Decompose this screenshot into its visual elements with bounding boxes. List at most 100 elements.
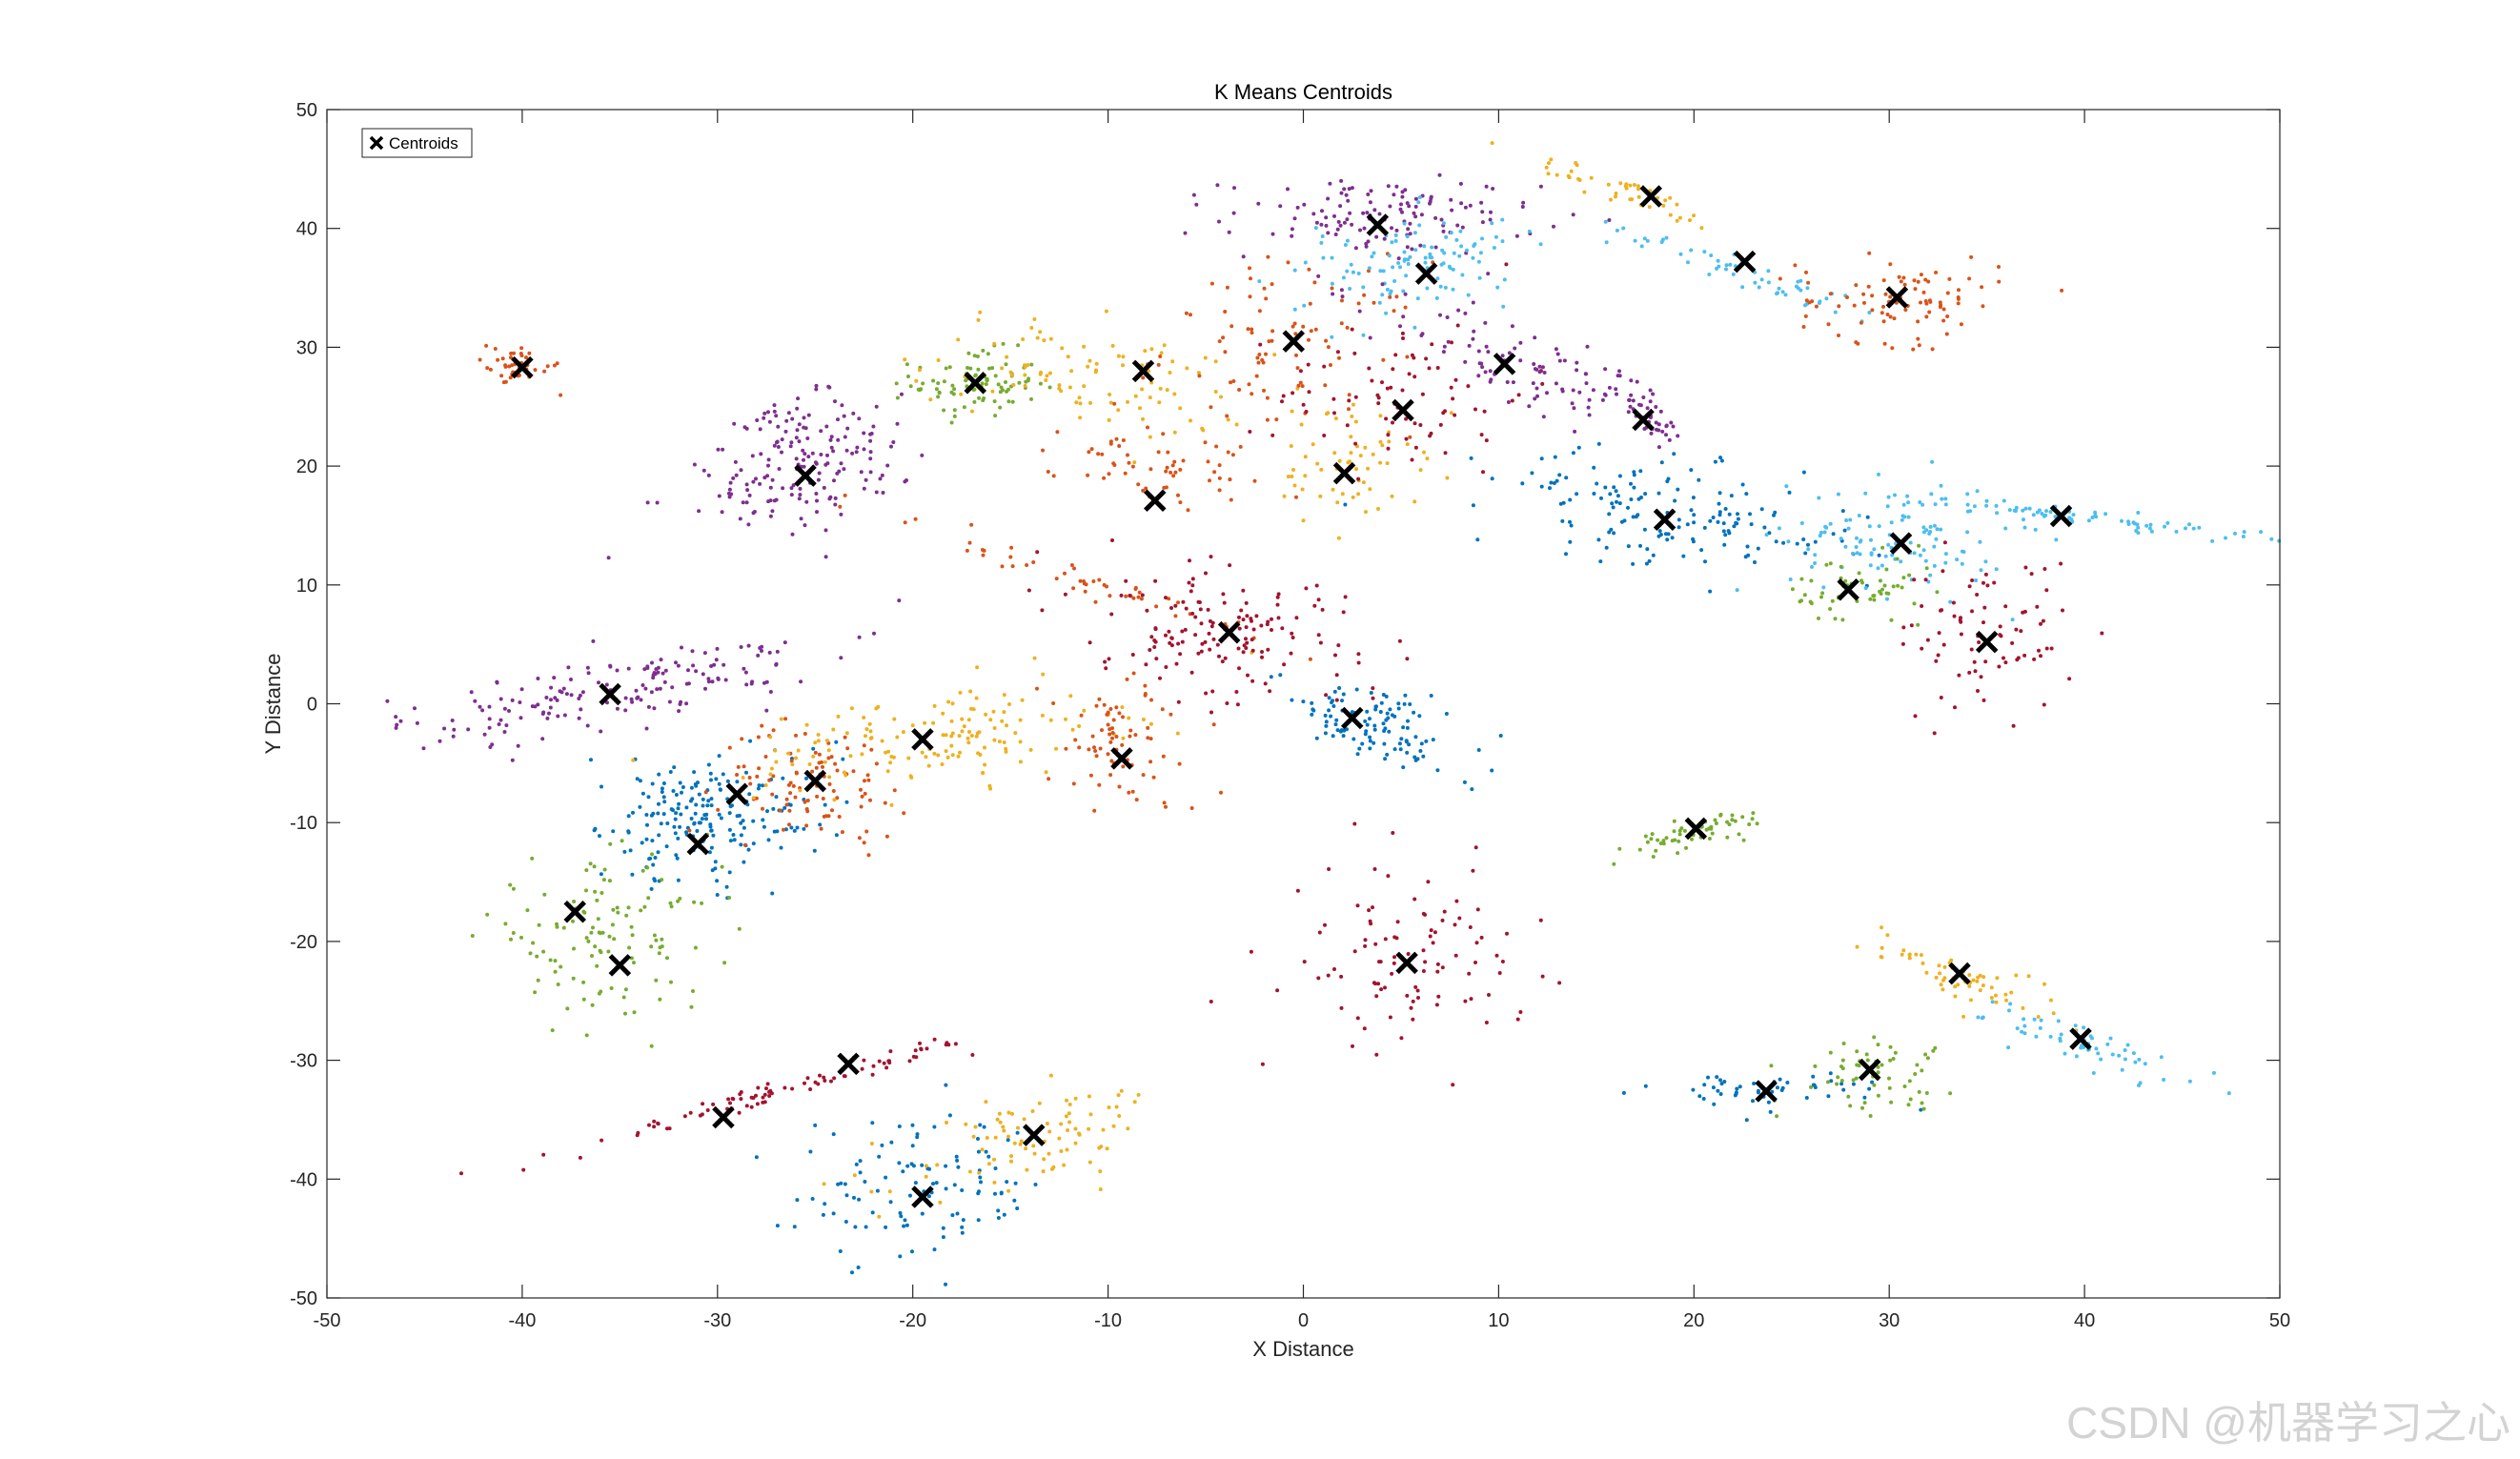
data-point [1004,380,1007,384]
data-point [1009,1159,1013,1164]
data-point [2019,629,2023,634]
data-point [1209,281,1214,286]
data-point [1876,566,1880,571]
data-point [1392,747,1397,752]
x-tick-label: 0 [1298,1310,1309,1331]
data-point [1399,737,1404,741]
data-point [1313,226,1318,231]
data-point [1227,230,1231,234]
data-point [552,363,557,368]
data-point [843,735,847,740]
data-point [2159,1055,2164,1060]
data-point [1180,639,1185,644]
data-point [1070,727,1075,732]
data-point [1872,1035,1877,1040]
data-point [1553,455,1557,459]
data-point [826,756,831,760]
data-point [1356,660,1361,665]
data-point [805,436,810,440]
data-point [676,806,681,811]
data-point [871,424,876,429]
data-point [1262,286,1267,291]
data-point [794,436,799,440]
data-point [1836,1075,1840,1080]
data-point [1356,301,1361,306]
data-point [2090,516,2095,519]
data-point [884,1225,888,1229]
data-point [2027,506,2032,511]
data-point [1736,512,1739,517]
data-point [976,1218,981,1223]
data-point [1033,1183,1038,1186]
data-point [1077,395,1082,400]
data-point [1751,811,1756,816]
data-point [1295,888,1300,893]
data-point [1648,399,1653,404]
data-point [1518,1010,1523,1014]
data-point [693,945,698,950]
data-point [854,1162,859,1166]
data-point [1444,234,1449,239]
data-point [1254,374,1259,378]
data-point [586,939,591,943]
data-point [719,816,723,821]
data-point [1984,498,1989,503]
data-point [1711,1085,1716,1090]
data-point [584,1033,589,1038]
data-point [1045,374,1049,378]
data-point [669,980,673,984]
data-point [1308,657,1312,661]
data-point [590,954,594,958]
data-point [1412,325,1417,330]
data-point [1809,1084,1813,1089]
data-point [1651,392,1656,396]
data-point [842,770,846,775]
data-point [1316,274,1321,278]
data-point [1603,485,1608,490]
data-point [1642,236,1647,241]
data-point [819,429,823,434]
data-point [1828,292,1833,296]
data-point [1345,238,1350,243]
data-point [1658,841,1663,845]
data-point [694,802,699,807]
data-point [986,352,990,356]
data-point [804,499,809,504]
data-point [1144,486,1148,491]
data-point [684,701,689,706]
data-point [1764,533,1769,537]
data-point [691,989,695,993]
data-point [2022,517,2025,522]
data-point [1833,310,1838,314]
data-point [1872,1083,1877,1087]
data-point [1368,200,1372,205]
data-point [823,555,828,559]
data-point [1458,181,1463,186]
data-point [1948,599,1953,604]
data-point [1044,378,1048,382]
data-point [1913,287,1918,292]
data-point [1298,369,1303,374]
data-point [1105,1146,1109,1151]
data-point [1961,1014,1966,1019]
data-point [1971,978,1976,983]
data-point [1356,272,1361,275]
data-point [751,841,756,846]
data-point [1223,350,1228,355]
data-point [1315,461,1320,466]
data-point [1777,526,1781,531]
data-point [1107,657,1111,661]
data-point [1572,406,1576,411]
data-point [2090,1036,2094,1041]
data-point [1604,545,1609,550]
data-point [1016,343,1021,348]
data-point [808,1087,813,1091]
data-point [844,800,849,804]
data-point [1554,381,1558,386]
data-point [2022,1023,2027,1028]
data-point [1732,524,1737,529]
data-point [1023,363,1026,368]
data-point [1476,748,1481,752]
data-point [2022,525,2027,530]
data-point [650,781,655,786]
